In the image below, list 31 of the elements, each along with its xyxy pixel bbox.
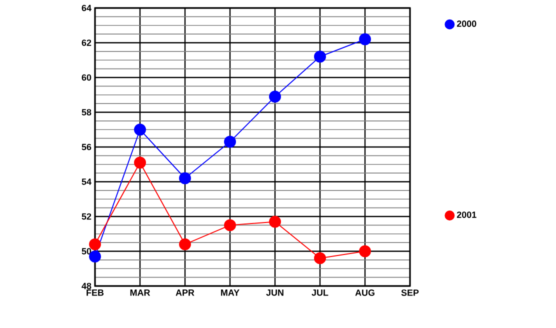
point	[134, 156, 146, 169]
point	[224, 136, 236, 148]
y-tick-label: 58	[82, 109, 92, 116]
y-tick-label: 52	[82, 213, 92, 220]
point	[269, 90, 281, 103]
y-tick-label: 64	[82, 4, 92, 12]
point	[314, 252, 326, 264]
x-tick-label: SEP	[401, 290, 419, 296]
x-tick-label: JUL	[312, 290, 328, 296]
y-tick-label: 62	[82, 40, 92, 46]
y-tick-label: 60	[82, 74, 92, 81]
point	[314, 50, 326, 63]
point	[179, 172, 191, 184]
x-tick-label: MAR	[130, 290, 150, 296]
x-tick-label: MAY	[221, 290, 240, 296]
y-tick-label: 48	[82, 282, 92, 290]
point	[269, 216, 281, 228]
x-tick-label: AUG	[355, 290, 374, 296]
y-tick-label: 54	[82, 178, 92, 185]
x-tick-label: APR	[176, 290, 194, 296]
point	[224, 219, 236, 232]
x-tick-label: JUN	[266, 290, 284, 296]
x-tick-label: FEB	[86, 290, 104, 296]
legend-label: 2000	[456, 20, 476, 27]
legend-label: 2001	[456, 212, 476, 218]
point	[359, 245, 371, 258]
point	[359, 33, 371, 46]
y-tick-label: 50	[82, 248, 92, 254]
y-tick-label: 56	[82, 144, 92, 150]
point	[179, 238, 191, 250]
point	[134, 124, 146, 136]
